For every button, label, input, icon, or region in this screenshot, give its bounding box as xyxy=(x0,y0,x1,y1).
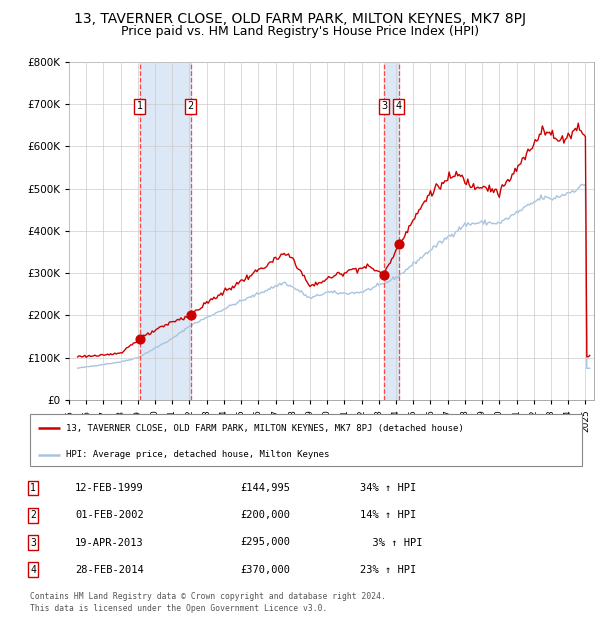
Text: Contains HM Land Registry data © Crown copyright and database right 2024.: Contains HM Land Registry data © Crown c… xyxy=(30,592,386,601)
Text: 01-FEB-2002: 01-FEB-2002 xyxy=(75,510,144,520)
Text: 28-FEB-2014: 28-FEB-2014 xyxy=(75,565,144,575)
Bar xyxy=(140,62,191,400)
Text: £200,000: £200,000 xyxy=(240,510,290,520)
Text: 3% ↑ HPI: 3% ↑ HPI xyxy=(360,538,422,547)
Text: £295,000: £295,000 xyxy=(240,538,290,547)
Text: 3: 3 xyxy=(30,538,36,547)
Text: This data is licensed under the Open Government Licence v3.0.: This data is licensed under the Open Gov… xyxy=(30,603,328,613)
Text: 19-APR-2013: 19-APR-2013 xyxy=(75,538,144,547)
Text: £370,000: £370,000 xyxy=(240,565,290,575)
Text: Price paid vs. HM Land Registry's House Price Index (HPI): Price paid vs. HM Land Registry's House … xyxy=(121,25,479,38)
Text: 1: 1 xyxy=(30,483,36,493)
Bar xyxy=(384,62,399,400)
Text: 3: 3 xyxy=(381,101,387,112)
Text: £144,995: £144,995 xyxy=(240,483,290,493)
Text: 13, TAVERNER CLOSE, OLD FARM PARK, MILTON KEYNES, MK7 8PJ: 13, TAVERNER CLOSE, OLD FARM PARK, MILTO… xyxy=(74,12,526,27)
Text: 2: 2 xyxy=(188,101,194,112)
Point xyxy=(379,270,389,280)
Text: HPI: Average price, detached house, Milton Keynes: HPI: Average price, detached house, Milt… xyxy=(66,450,329,459)
Text: 4: 4 xyxy=(30,565,36,575)
Text: 13, TAVERNER CLOSE, OLD FARM PARK, MILTON KEYNES, MK7 8PJ (detached house): 13, TAVERNER CLOSE, OLD FARM PARK, MILTO… xyxy=(66,424,464,433)
Text: 1: 1 xyxy=(137,101,143,112)
Text: 34% ↑ HPI: 34% ↑ HPI xyxy=(360,483,416,493)
Point xyxy=(135,334,145,343)
Point xyxy=(186,311,196,321)
Text: 14% ↑ HPI: 14% ↑ HPI xyxy=(360,510,416,520)
Text: 4: 4 xyxy=(396,101,402,112)
Text: 23% ↑ HPI: 23% ↑ HPI xyxy=(360,565,416,575)
Text: 12-FEB-1999: 12-FEB-1999 xyxy=(75,483,144,493)
Text: 2: 2 xyxy=(30,510,36,520)
Point xyxy=(394,239,404,249)
